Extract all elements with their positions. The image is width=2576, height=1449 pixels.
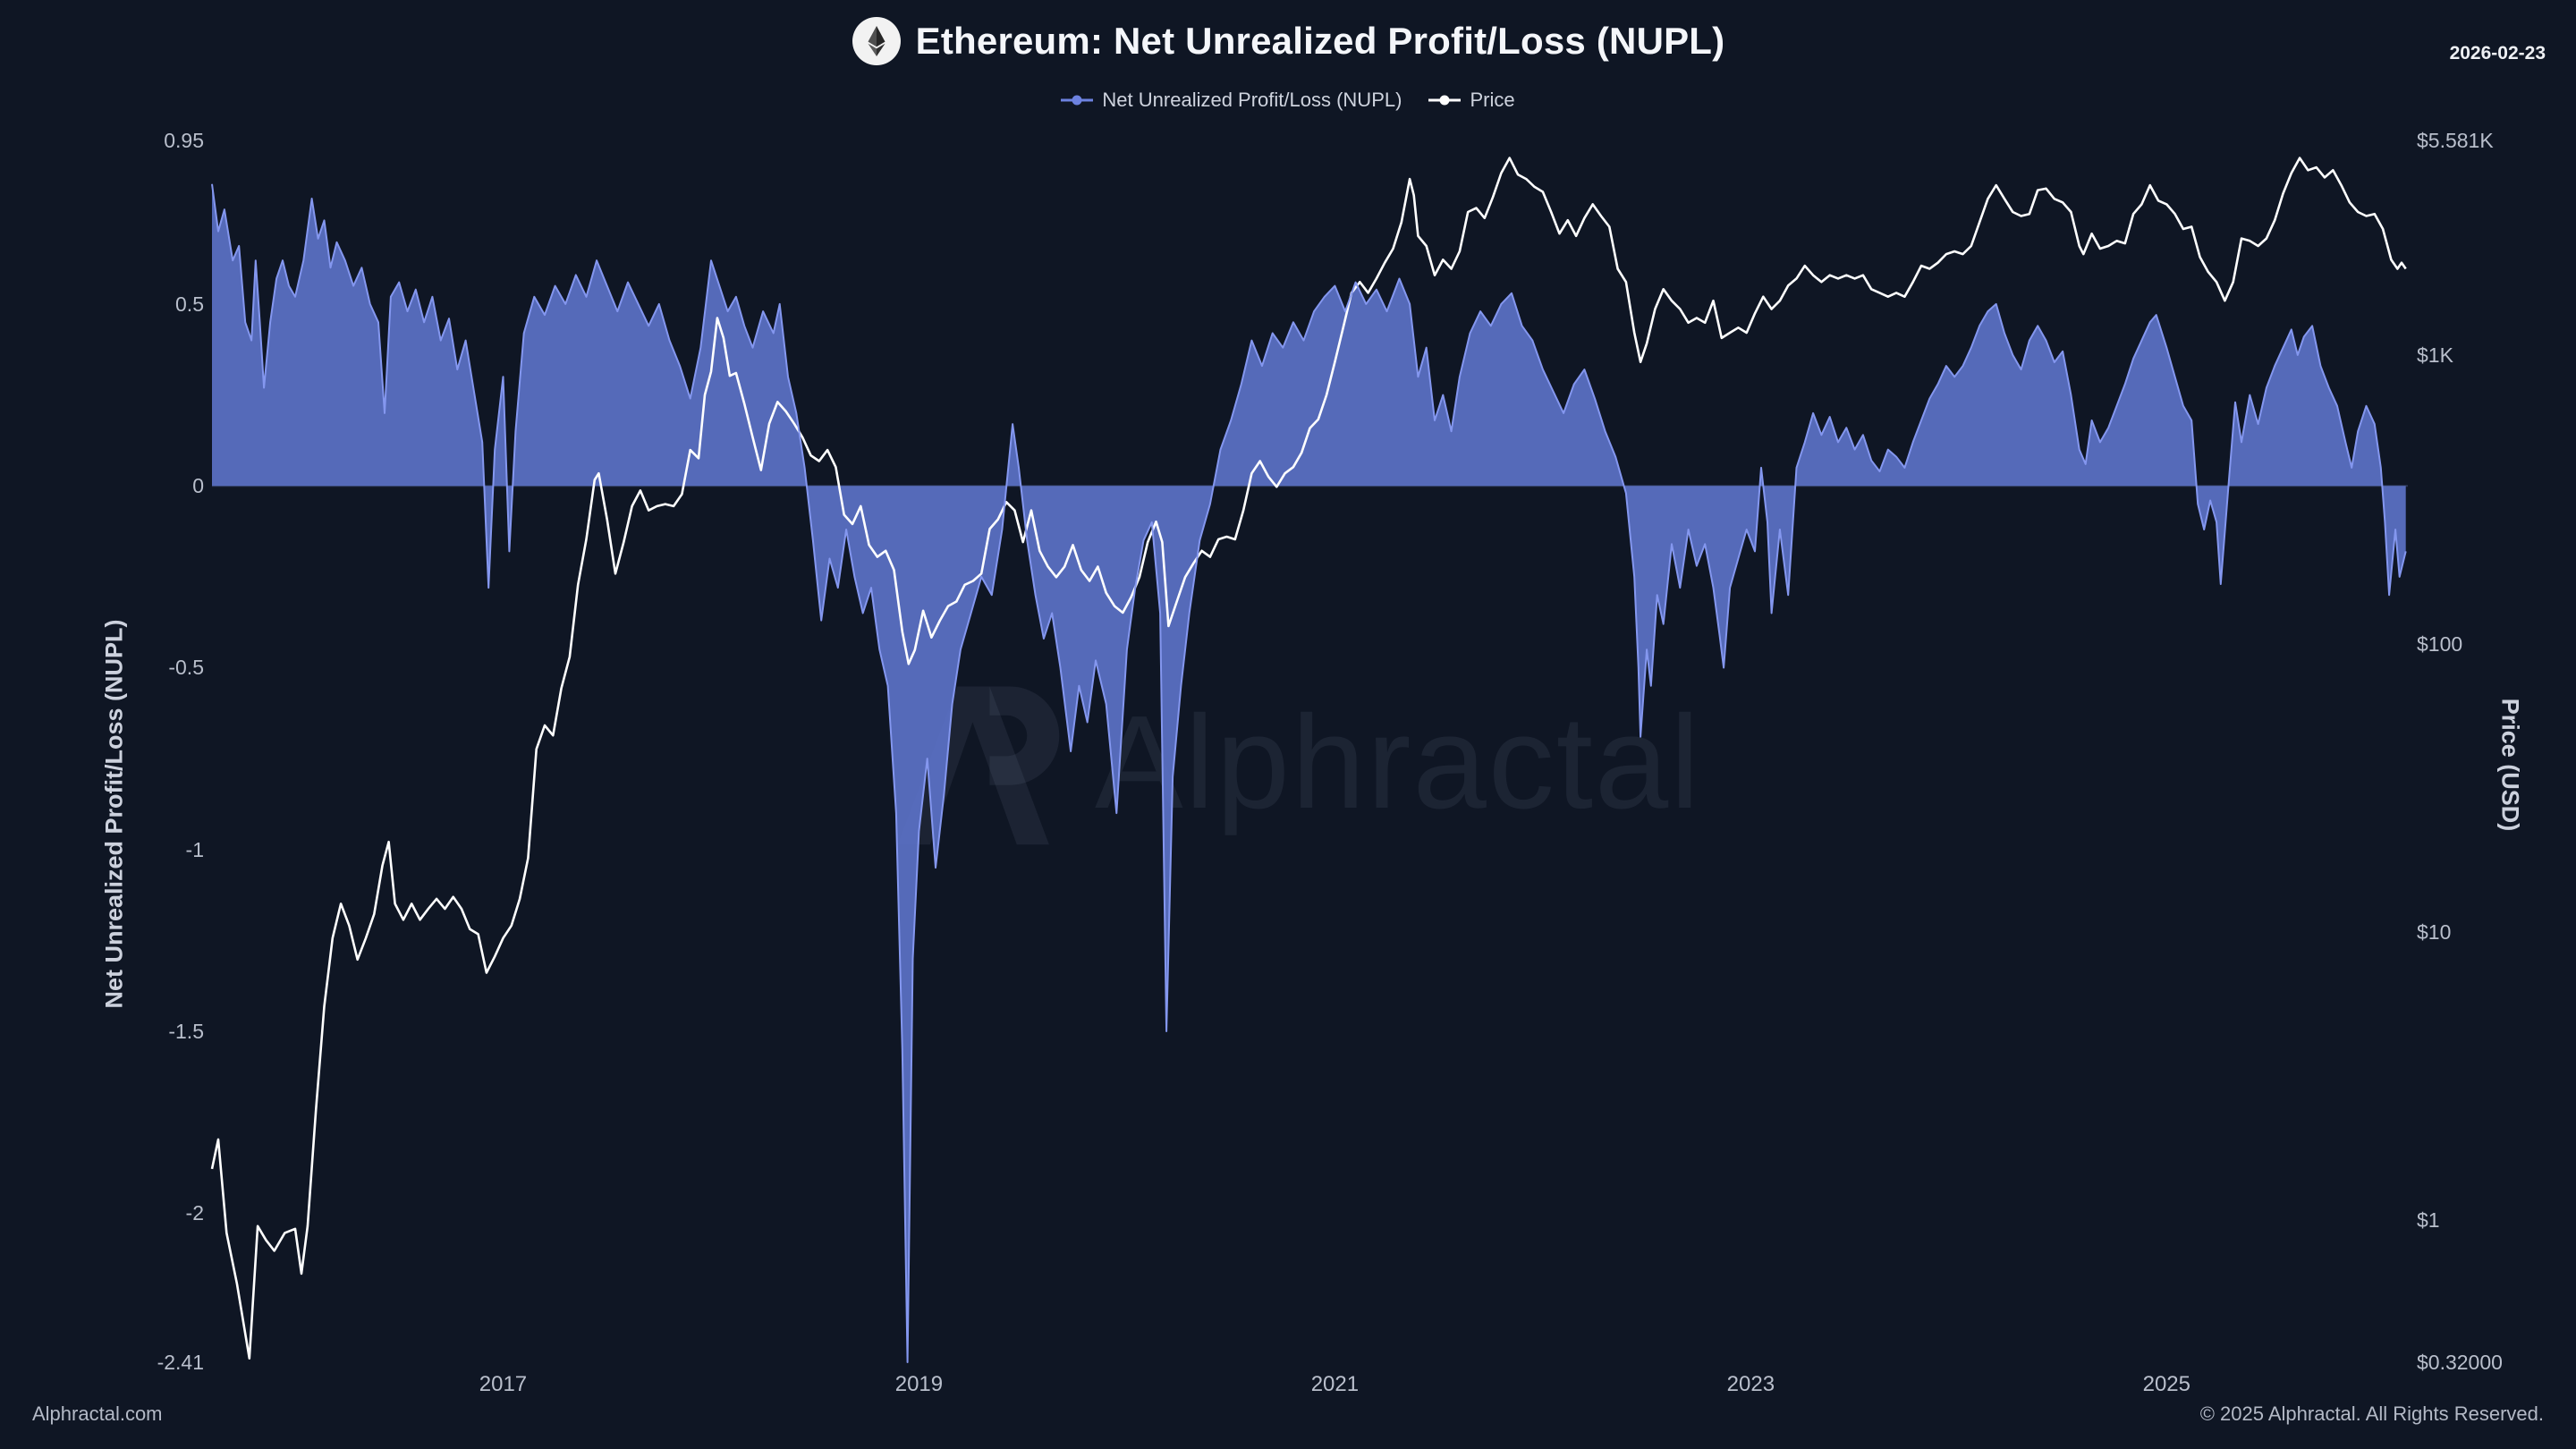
right-axis-tick: $1K xyxy=(2417,343,2453,368)
right-axis-title: Price (USD) xyxy=(2496,698,2524,832)
right-axis-tick: $10 xyxy=(2417,919,2452,944)
nupl-area xyxy=(212,183,2406,1362)
left-axis-tick: 0.95 xyxy=(164,129,204,152)
x-axis-tick: 2017 xyxy=(479,1372,528,1396)
chart-header: Ethereum: Net Unrealized Profit/Loss (NU… xyxy=(0,16,2576,66)
left-axis-tick: 0 xyxy=(192,474,204,498)
nupl-line xyxy=(211,183,2407,1363)
x-axis-tick: 2019 xyxy=(894,1372,944,1396)
page-title: Ethereum: Net Unrealized Profit/Loss (NU… xyxy=(915,20,1725,62)
x-axis-tick: 2025 xyxy=(2142,1372,2190,1396)
legend-label-nupl: Net Unrealized Profit/Loss (NUPL) xyxy=(1102,89,1402,111)
left-axis-tick: -2.41 xyxy=(157,1351,204,1374)
price-line xyxy=(210,157,2407,1360)
legend: Net Unrealized Profit/Loss (NUPL) Price xyxy=(0,89,2576,112)
right-axis-tick: $0.32000 xyxy=(2417,1351,2503,1374)
footer-site-link[interactable]: Alphractal.com xyxy=(32,1402,163,1425)
x-axis-tick: 2023 xyxy=(1726,1372,1775,1396)
left-axis-tick: 0.5 xyxy=(175,292,204,316)
right-axis-tick: $5.581K xyxy=(2417,129,2494,152)
price-series-marker-icon xyxy=(1428,95,1462,106)
left-axis-tick: -2 xyxy=(185,1201,204,1225)
footer-copyright: © 2025 Alphractal. All Rights Reserved. xyxy=(2199,1402,2544,1425)
left-axis-tick: -1 xyxy=(185,837,204,861)
x-axis-tick: 2021 xyxy=(1310,1372,1360,1396)
legend-label-price: Price xyxy=(1470,89,1515,111)
chart-date: 2026-02-23 xyxy=(2449,43,2546,64)
right-axis-tick: $1 xyxy=(2417,1208,2440,1232)
left-axis-tick: -0.5 xyxy=(168,656,204,680)
nupl-series-marker-icon xyxy=(1061,95,1094,106)
ethereum-icon xyxy=(852,17,901,65)
right-axis-tick: $100 xyxy=(2417,631,2463,656)
left-axis-tick: -1.5 xyxy=(168,1020,204,1044)
legend-item-price[interactable]: Price xyxy=(1428,89,1515,112)
legend-item-nupl[interactable]: Net Unrealized Profit/Loss (NUPL) xyxy=(1061,89,1402,112)
